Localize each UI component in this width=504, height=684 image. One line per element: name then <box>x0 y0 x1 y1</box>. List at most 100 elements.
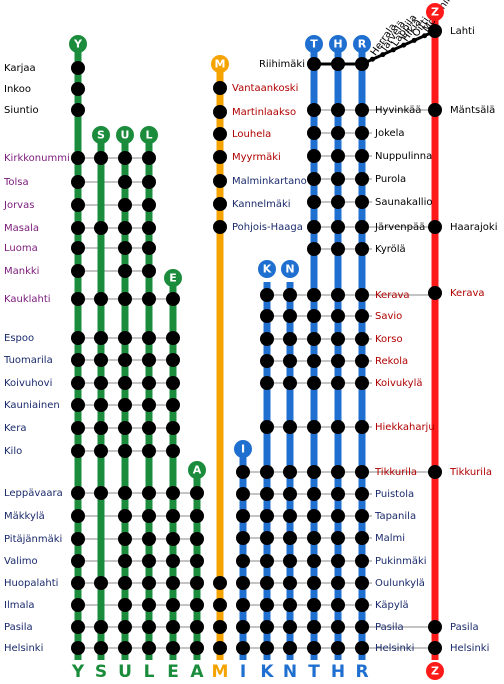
station-stop[interactable] <box>190 598 204 612</box>
station-stop[interactable] <box>355 598 369 612</box>
station-stop[interactable] <box>166 398 180 412</box>
station-stop[interactable] <box>71 398 85 412</box>
diagonal-stop[interactable] <box>380 52 386 58</box>
line-h-bottom-letter[interactable]: H <box>331 662 345 682</box>
station-stop[interactable] <box>260 376 274 390</box>
station-stop[interactable] <box>428 24 442 38</box>
station-stop[interactable] <box>71 641 85 655</box>
station-stop[interactable] <box>283 620 297 634</box>
station-stop[interactable] <box>166 641 180 655</box>
station-stop[interactable] <box>118 398 132 412</box>
station-stop[interactable] <box>428 103 442 117</box>
station-stop[interactable] <box>307 509 321 523</box>
station-stop[interactable] <box>355 309 369 323</box>
station-stop[interactable] <box>307 598 321 612</box>
station-stop[interactable] <box>331 309 345 323</box>
station-stop[interactable] <box>142 421 156 435</box>
station-stop[interactable] <box>118 641 132 655</box>
station-stop[interactable] <box>142 175 156 189</box>
station-stop[interactable] <box>283 332 297 346</box>
station-stop[interactable] <box>283 309 297 323</box>
station-stop[interactable] <box>71 198 85 212</box>
station-stop[interactable] <box>307 487 321 501</box>
station-stop[interactable] <box>355 220 369 234</box>
station-stop[interactable] <box>190 620 204 634</box>
line-y-bottom-letter[interactable]: Y <box>71 662 85 682</box>
station-stop[interactable] <box>331 509 345 523</box>
station-stop[interactable] <box>236 554 250 568</box>
station-stop[interactable] <box>331 465 345 479</box>
station-stop[interactable] <box>236 531 250 545</box>
station-stop[interactable] <box>355 465 369 479</box>
station-stop[interactable] <box>142 598 156 612</box>
station-stop[interactable] <box>142 264 156 278</box>
station-stop[interactable] <box>142 353 156 367</box>
station-stop[interactable] <box>307 288 321 302</box>
station-stop[interactable] <box>236 620 250 634</box>
station-stop[interactable] <box>307 376 321 390</box>
station-stop[interactable] <box>283 598 297 612</box>
station-stop[interactable] <box>355 576 369 590</box>
station-stop[interactable] <box>283 531 297 545</box>
station-stop[interactable] <box>118 376 132 390</box>
station-stop[interactable] <box>142 444 156 458</box>
station-stop[interactable] <box>118 331 132 345</box>
station-stop[interactable] <box>118 221 132 235</box>
diagonal-stop[interactable] <box>401 42 407 48</box>
station-stop[interactable] <box>118 598 132 612</box>
station-stop[interactable] <box>71 598 85 612</box>
station-stop[interactable] <box>71 221 85 235</box>
station-stop[interactable] <box>118 444 132 458</box>
diagonal-stop[interactable] <box>411 37 417 43</box>
station-stop[interactable] <box>94 444 108 458</box>
line-e-bottom-letter[interactable]: E <box>167 662 179 682</box>
station-stop[interactable] <box>166 620 180 634</box>
station-stop[interactable] <box>283 641 297 655</box>
station-stop[interactable] <box>331 332 345 346</box>
station-stop[interactable] <box>331 641 345 655</box>
station-stop[interactable] <box>94 151 108 165</box>
station-stop[interactable] <box>118 353 132 367</box>
station-stop[interactable] <box>355 332 369 346</box>
station-stop[interactable] <box>142 376 156 390</box>
line-e-badge[interactable] <box>164 269 182 287</box>
station-stop[interactable] <box>331 149 345 163</box>
station-stop[interactable] <box>331 195 345 209</box>
station-stop[interactable] <box>190 576 204 590</box>
station-stop[interactable] <box>260 598 274 612</box>
station-stop[interactable] <box>71 486 85 500</box>
line-m-bottom-letter[interactable]: M <box>212 662 229 682</box>
station-stop[interactable] <box>428 465 442 479</box>
station-stop[interactable] <box>283 576 297 590</box>
station-stop[interactable] <box>236 509 250 523</box>
station-stop[interactable] <box>331 126 345 140</box>
station-stop[interactable] <box>260 288 274 302</box>
station-stop[interactable] <box>331 288 345 302</box>
station-stop[interactable] <box>142 641 156 655</box>
station-stop[interactable] <box>213 641 227 655</box>
station-stop[interactable] <box>166 532 180 546</box>
station-stop[interactable] <box>307 332 321 346</box>
station-stop[interactable] <box>260 554 274 568</box>
station-stop[interactable] <box>213 105 227 119</box>
station-stop[interactable] <box>94 486 108 500</box>
diagonal-stop[interactable] <box>369 56 375 62</box>
line-s-bottom-letter[interactable]: S <box>95 662 107 682</box>
station-stop[interactable] <box>307 242 321 256</box>
station-stop[interactable] <box>94 620 108 634</box>
station-stop[interactable] <box>118 292 132 306</box>
station-stop[interactable] <box>355 172 369 186</box>
station-stop[interactable] <box>355 288 369 302</box>
station-stop[interactable] <box>283 554 297 568</box>
station-stop[interactable] <box>213 127 227 141</box>
line-h-badge[interactable] <box>329 35 347 53</box>
station-stop[interactable] <box>94 353 108 367</box>
station-stop[interactable] <box>213 576 227 590</box>
station-stop[interactable] <box>355 420 369 434</box>
station-stop[interactable] <box>307 576 321 590</box>
station-stop[interactable] <box>331 487 345 501</box>
station-stop[interactable] <box>260 309 274 323</box>
station-stop[interactable] <box>118 576 132 590</box>
station-stop[interactable] <box>331 172 345 186</box>
station-stop[interactable] <box>283 487 297 501</box>
